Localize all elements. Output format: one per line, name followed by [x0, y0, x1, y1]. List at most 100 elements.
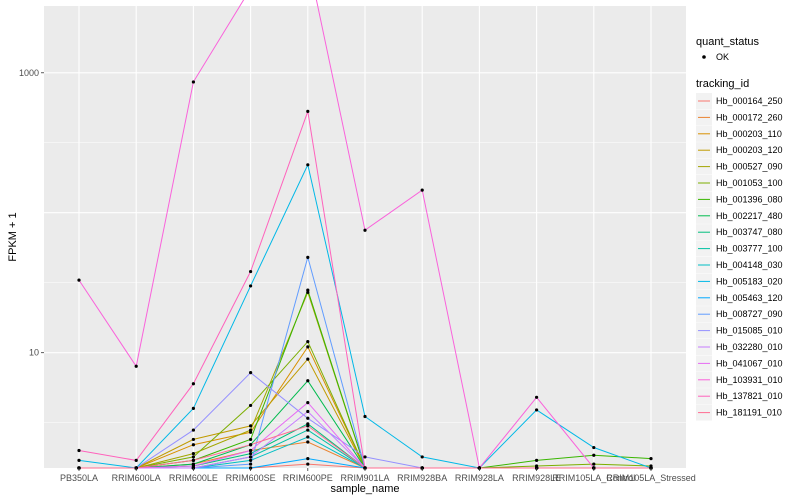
data-point	[134, 364, 138, 368]
legend-label: Hb_001053_100	[716, 178, 783, 188]
data-point	[306, 109, 310, 113]
data-point	[363, 414, 367, 419]
legend-label: Hb_000203_120	[716, 145, 783, 155]
data-point	[249, 462, 253, 466]
legend-label: Hb_000203_110	[716, 129, 782, 139]
data-point	[249, 455, 253, 459]
legend-label: Hb_001396_080	[716, 194, 783, 204]
data-point	[306, 400, 310, 405]
legend-title: tracking_id	[696, 78, 749, 90]
data-point	[249, 448, 253, 453]
data-point	[249, 458, 253, 462]
legend-label: Hb_000527_090	[716, 162, 783, 172]
x-tick-label: RRIM928BA	[397, 473, 447, 483]
data-point	[306, 379, 310, 383]
data-point	[191, 437, 195, 442]
x-tick-label: RRIM600PE	[283, 473, 333, 483]
data-point	[191, 382, 195, 386]
data-point	[306, 457, 310, 461]
legend: quant_status OK tracking_id Hb_000164_250 Hb…	[696, 36, 783, 421]
y-axis-title: FPKM + 1	[7, 212, 19, 261]
y-axis: 10 1000	[19, 68, 44, 358]
legend-label: Hb_137821_010	[716, 391, 783, 401]
legend-label: Hb_005183_020	[716, 276, 783, 286]
x-tick-label: RRIM105LA_Stressed	[606, 473, 696, 483]
data-point	[191, 458, 195, 462]
data-point	[535, 458, 539, 462]
legend-label: Hb_032280_010	[716, 342, 783, 352]
x-tick-label: RRIM600SE	[226, 473, 276, 483]
data-point	[306, 424, 310, 428]
x-axis-title: sample_name	[330, 483, 399, 495]
legend-label: Hb_003777_100	[716, 244, 783, 254]
legend-label: Hb_003747_080	[716, 227, 783, 237]
data-point	[191, 428, 195, 432]
legend-label: OK	[716, 52, 729, 62]
x-tick-label: PB350LA	[60, 473, 98, 483]
y-tick-label: 1000	[19, 68, 39, 78]
data-point	[134, 458, 138, 462]
data-point	[363, 228, 367, 232]
data-point	[649, 457, 653, 461]
x-tick-label: RRIM901LA	[340, 473, 389, 483]
series-points	[77, 80, 653, 470]
legend-label: Hb_000164_250	[716, 96, 783, 106]
data-point	[306, 345, 310, 349]
data-point	[306, 357, 310, 361]
data-point	[249, 403, 253, 408]
data-point	[191, 455, 195, 459]
legend-label: Hb_005463_120	[716, 293, 783, 303]
data-point	[420, 455, 424, 459]
data-point	[191, 443, 195, 447]
x-tick-label: RRIM600LE	[169, 473, 218, 483]
legend-key-point	[702, 55, 706, 59]
data-point	[249, 430, 253, 434]
data-point	[306, 340, 310, 344]
data-point	[249, 437, 253, 442]
data-point	[592, 453, 596, 457]
legend-label: Hb_181191_010	[716, 408, 782, 418]
data-point	[306, 255, 310, 259]
legend-label: Hb_015085_010	[716, 326, 783, 336]
data-point	[306, 288, 310, 292]
data-point	[420, 188, 424, 192]
legend-label: Hb_008727_090	[716, 309, 783, 319]
data-point	[191, 464, 195, 468]
legend-label: Hb_004148_030	[716, 260, 783, 270]
legend-label: Hb_103931_010	[716, 375, 783, 385]
data-point	[535, 395, 539, 399]
legend-label: Hb_041067_010	[716, 358, 783, 368]
data-point	[363, 455, 367, 459]
data-point	[77, 448, 81, 453]
data-point	[306, 462, 310, 466]
data-point	[77, 458, 81, 462]
data-point	[249, 428, 253, 432]
data-point	[191, 406, 195, 410]
data-point	[249, 284, 253, 288]
x-axis: PB350LA RRIM600LA RRIM600LE RRIM600SE RRIM60…	[60, 468, 696, 483]
data-point	[306, 409, 310, 414]
data-point	[191, 452, 195, 456]
data-point	[306, 416, 310, 420]
data-point	[306, 290, 310, 294]
data-point	[249, 424, 253, 428]
data-point	[592, 445, 596, 450]
legend-label: Hb_002217_480	[716, 211, 783, 221]
data-point	[249, 371, 253, 375]
data-point	[306, 428, 310, 432]
data-point	[77, 278, 81, 282]
data-point	[249, 443, 253, 447]
x-tick-label: RRIM928LA	[455, 473, 504, 483]
data-point	[249, 452, 253, 456]
data-point	[592, 462, 596, 466]
data-point	[306, 440, 310, 444]
x-tick-label: RRIM600LA	[112, 473, 161, 483]
data-point	[306, 435, 310, 439]
x-tick-label: RRIM105LA_Control	[552, 473, 635, 483]
data-point	[306, 163, 310, 167]
x-tick-label: RRIM928LE	[512, 473, 561, 483]
data-point	[249, 269, 253, 274]
legend-title: quant_status	[696, 36, 759, 48]
data-point	[535, 408, 539, 412]
